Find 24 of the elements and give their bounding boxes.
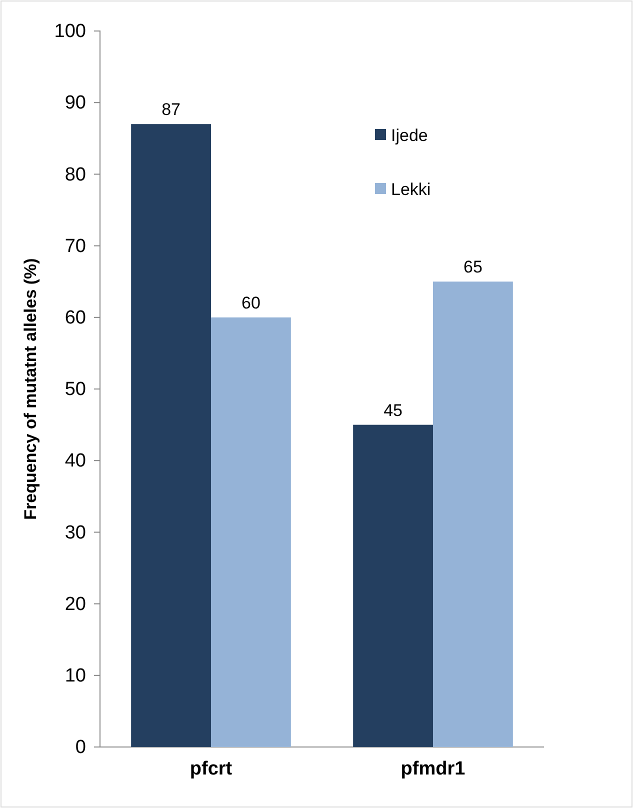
y-tick-label: 50 — [64, 379, 86, 400]
y-tick-label: 20 — [64, 594, 86, 615]
y-axis-title: Frequency of mutatnt alleles (%) — [21, 258, 40, 520]
bar — [211, 317, 291, 747]
y-tick-label: 90 — [64, 92, 86, 114]
legend-label: Ijede — [391, 126, 428, 145]
data-label: 87 — [162, 100, 180, 120]
x-tick-label: pfmdr1 — [400, 758, 466, 780]
data-label: 60 — [242, 293, 260, 312]
data-label: 45 — [384, 400, 402, 420]
legend-label: Lekki — [391, 180, 431, 199]
y-tick-label: 40 — [64, 450, 86, 472]
data-label: 65 — [464, 258, 482, 277]
y-tick-label: 30 — [64, 522, 86, 544]
y-tick-label: 10 — [64, 665, 86, 686]
y-tick-label: 60 — [64, 307, 86, 328]
bar — [353, 424, 433, 747]
y-tick-label: 100 — [54, 21, 86, 42]
bar — [131, 124, 211, 747]
y-tick-label: 70 — [64, 236, 86, 257]
x-tick-label: pfcrt — [190, 758, 233, 780]
bar — [433, 282, 513, 747]
y-tick-label: 80 — [64, 164, 86, 186]
y-tick-label: 0 — [75, 737, 86, 758]
